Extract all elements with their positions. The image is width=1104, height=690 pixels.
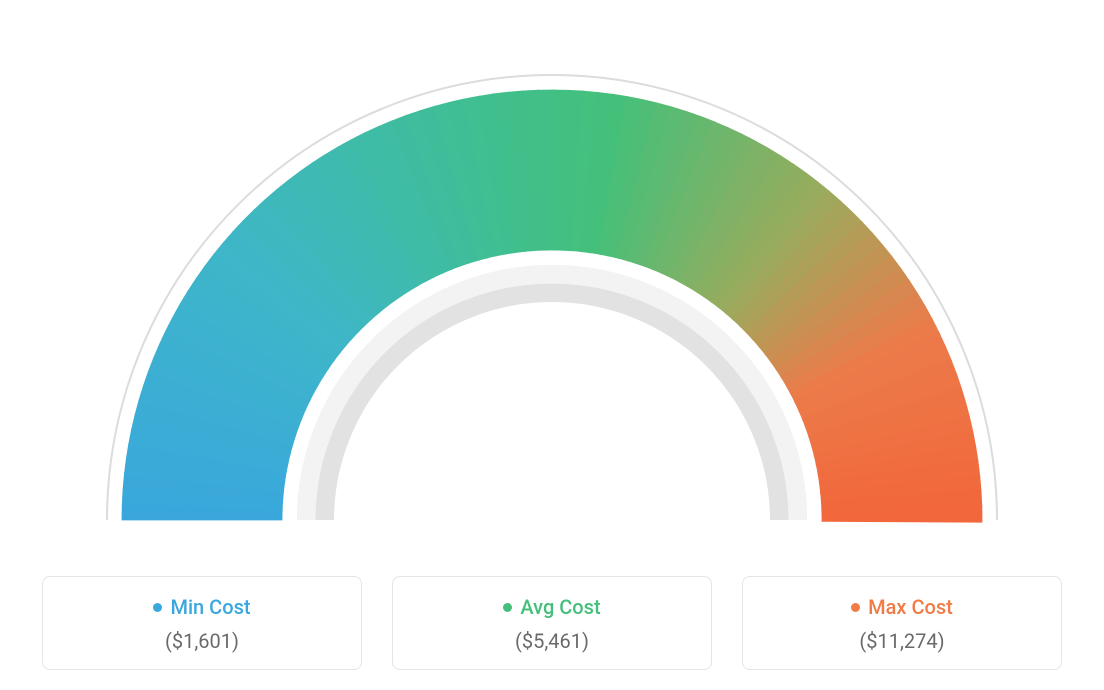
legend-title-avg-text: Avg Cost xyxy=(520,595,600,619)
legend-value-avg: ($5,461) xyxy=(403,629,701,653)
legend-title-max-text: Max Cost xyxy=(868,595,953,619)
legend-value-min: ($1,601) xyxy=(53,629,351,653)
legend-title-min-text: Min Cost xyxy=(170,595,250,619)
legend-title-min: Min Cost xyxy=(53,595,351,619)
legend-title-avg: Avg Cost xyxy=(403,595,701,619)
gauge-area xyxy=(0,0,1104,560)
legend-value-max: ($11,274) xyxy=(753,629,1051,653)
legend-dot-avg xyxy=(503,603,512,612)
legend-card-avg: Avg Cost ($5,461) xyxy=(392,576,712,670)
gauge-svg xyxy=(52,30,1052,570)
legend-dot-min xyxy=(153,603,162,612)
legend-dot-max xyxy=(851,603,860,612)
legend-card-min: Min Cost ($1,601) xyxy=(42,576,362,670)
gauge-color-band xyxy=(122,90,982,522)
legend-row: Min Cost ($1,601) Avg Cost ($5,461) Max … xyxy=(0,576,1104,670)
legend-card-max: Max Cost ($11,274) xyxy=(742,576,1062,670)
legend-title-max: Max Cost xyxy=(753,595,1051,619)
chart-container: Min Cost ($1,601) Avg Cost ($5,461) Max … xyxy=(0,0,1104,690)
